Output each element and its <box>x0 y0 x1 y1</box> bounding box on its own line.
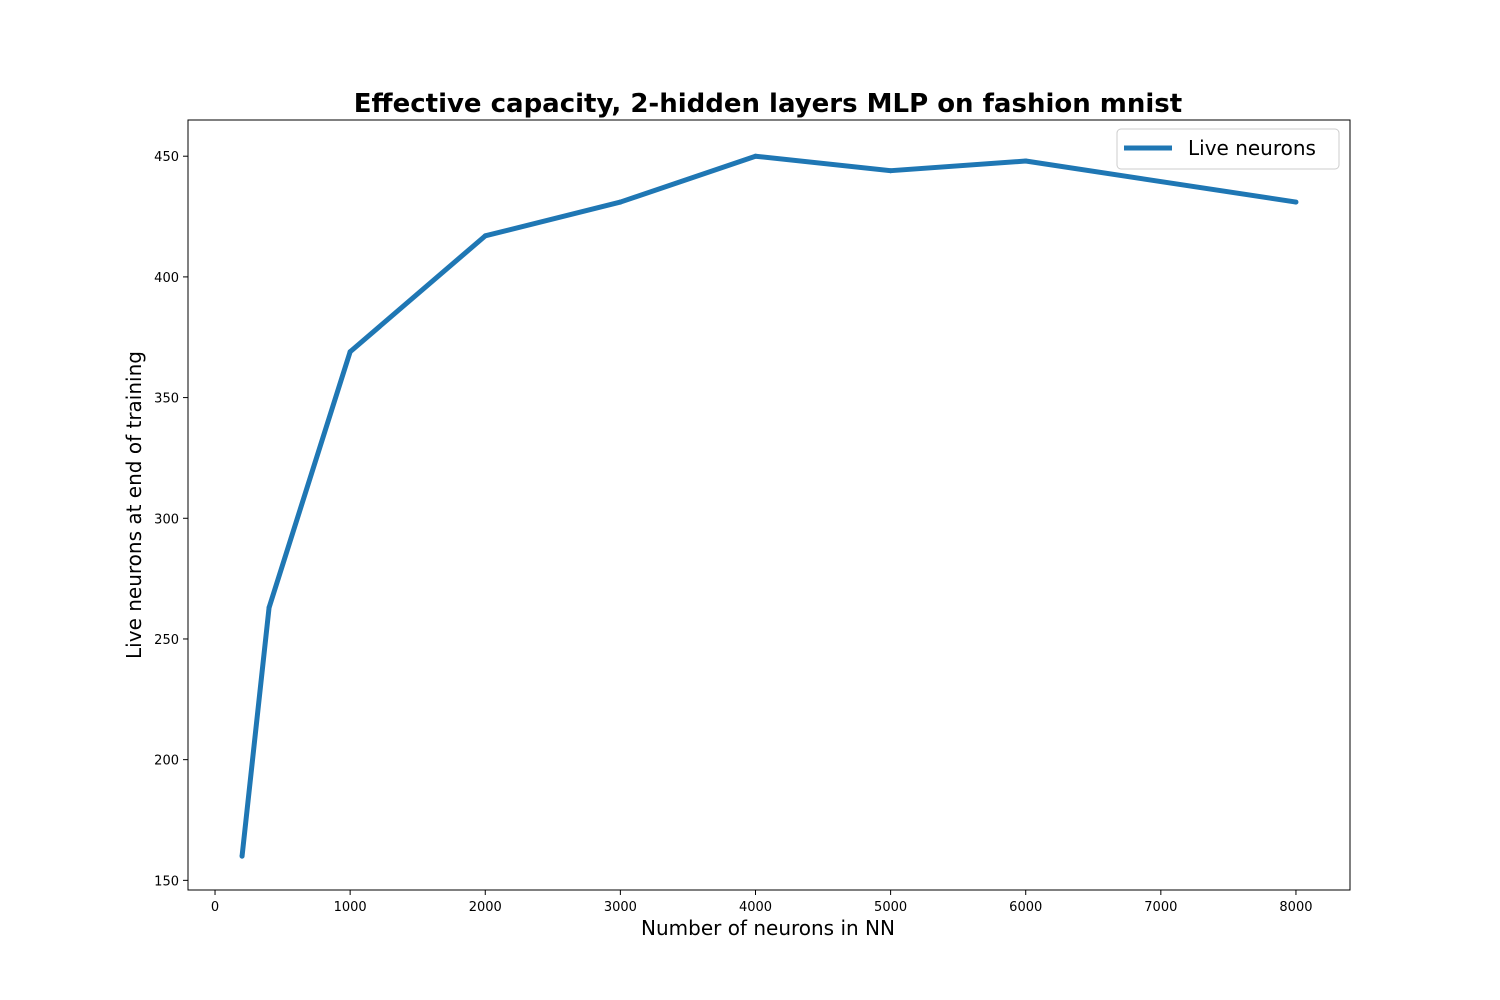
data-point <box>239 853 245 859</box>
x-tick-label: 7000 <box>1144 900 1177 915</box>
plot-area <box>187 119 1351 891</box>
x-tick-label: 1000 <box>334 900 367 915</box>
x-axis-label: Number of neurons in NN <box>641 916 895 940</box>
data-point <box>482 233 488 239</box>
y-tick-label: 300 <box>154 512 179 527</box>
x-tick-label: 5000 <box>874 900 907 915</box>
x-tick-label: 2000 <box>469 900 502 915</box>
data-point <box>752 153 758 159</box>
series-line-0 <box>239 153 1297 857</box>
x-axis-ticks: 0 1000 2000 3000 4000 5000 6000 7000 8000 <box>211 890 1313 915</box>
legend-label-live-neurons: Live neurons <box>1188 136 1316 160</box>
data-point <box>1023 158 1029 164</box>
x-tick-label: 3000 <box>604 900 637 915</box>
data-point <box>266 605 272 611</box>
data-point <box>347 349 353 355</box>
x-tick-label: 4000 <box>739 900 772 915</box>
x-tick-label: 8000 <box>1279 900 1312 915</box>
y-tick-label: 200 <box>154 754 179 769</box>
x-tick-label: 0 <box>211 900 219 915</box>
data-point <box>617 199 623 205</box>
y-axis-label: Live neurons at end of training <box>122 351 146 659</box>
y-tick-label: 250 <box>154 633 179 648</box>
y-tick-label: 150 <box>154 874 179 889</box>
y-tick-label: 450 <box>154 150 179 165</box>
y-tick-label: 400 <box>154 271 179 286</box>
chart-title: Effective capacity, 2-hidden layers MLP … <box>354 89 1182 119</box>
series-layer <box>239 153 1299 859</box>
y-tick-label: 350 <box>154 392 179 407</box>
y-axis-ticks: 150 200 250 300 350 400 450 <box>154 150 188 889</box>
legend-box <box>1116 128 1340 170</box>
legend: Live neurons <box>1116 128 1340 170</box>
data-point <box>888 168 894 174</box>
x-tick-label: 6000 <box>1009 900 1042 915</box>
axes-frame <box>187 119 1351 891</box>
data-point <box>1293 199 1299 205</box>
